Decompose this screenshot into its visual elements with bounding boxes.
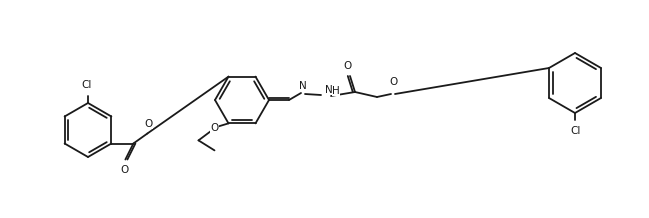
- Text: O: O: [210, 123, 219, 133]
- Text: O: O: [120, 165, 129, 174]
- Text: O: O: [344, 61, 352, 71]
- Text: O: O: [144, 119, 153, 128]
- Text: Cl: Cl: [571, 126, 582, 136]
- Text: N: N: [325, 85, 333, 95]
- Text: N: N: [299, 81, 307, 91]
- Text: Cl: Cl: [82, 80, 92, 90]
- Text: O: O: [390, 77, 398, 87]
- Text: H: H: [332, 86, 339, 96]
